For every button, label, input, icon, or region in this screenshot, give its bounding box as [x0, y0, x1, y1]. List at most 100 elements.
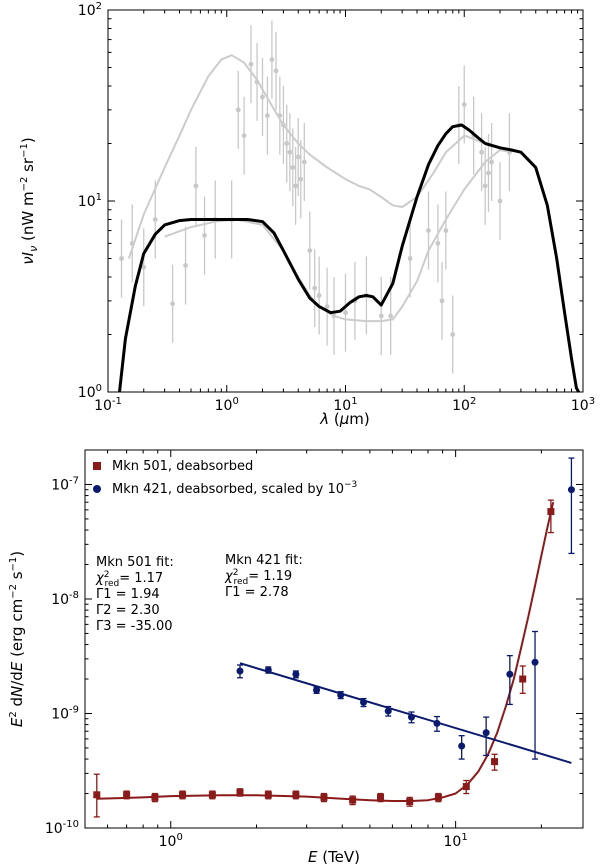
mkn421-data-point: [506, 654, 514, 706]
mkn501-fit-annotation: Mkn 501 fit: χ2 red= 1.17 Γ1 = 1.94 Γ2 = …: [95, 555, 174, 634]
bottom-y-tick-label: 10-10: [45, 819, 79, 837]
bottom-y-tick-label: 10-7: [51, 475, 79, 493]
top-data-point: [324, 267, 330, 346]
mkn501-fit-title: Mkn 501 fit:: [96, 555, 174, 570]
top-x-axis-label: λ (μm): [319, 410, 370, 428]
mkn421-fit-annotation: Mkn 421 fit: χ2 red= 1.19 Γ1 = 2.78: [224, 553, 303, 600]
mkn501-data-point: [320, 792, 328, 803]
top-model-line: [118, 123, 581, 393]
bottom-x-axis-ticks: 100 101: [107, 450, 542, 850]
top-data-point: [284, 104, 290, 183]
mkn501-data-point: [236, 788, 244, 797]
mkn421-data-point: [236, 664, 244, 679]
bottom-x-tick-label: 100: [159, 832, 183, 850]
mkn501-data-point: [491, 753, 499, 771]
mkn421-data-point: [292, 670, 300, 679]
mkn421-data-point: [433, 715, 441, 732]
top-data-point: [479, 113, 485, 192]
top-x-tick-label: 101: [333, 396, 357, 414]
legend-label-mkn501: Mkn 501, deabsorbed: [112, 459, 253, 474]
top-x-tick-label: 100: [215, 396, 239, 414]
top-data-point: [298, 140, 304, 219]
bottom-fit-line: [239, 662, 572, 764]
mkn501-fit-gamma2: Γ2 = 2.30: [96, 603, 160, 618]
top-data-point: [269, 20, 275, 99]
top-data-point: [293, 146, 298, 225]
mkn421-data-point: [458, 735, 466, 760]
mkn501-data-point: [123, 790, 131, 800]
top-x-tick-label: 103: [571, 396, 595, 414]
bottom-y-tick-label: 10-9: [51, 704, 79, 722]
bottom-y-axis-label: E2 dN/dE (erg cm−2 s−1): [8, 551, 26, 727]
top-data-point: [439, 261, 445, 340]
top-data-points: [119, 20, 512, 374]
top-data-point: [193, 146, 199, 225]
mkn501-fit-gamma3: Γ3 = -35.00: [96, 619, 173, 634]
legend-marker-mkn501: [93, 462, 101, 470]
top-data-point: [260, 58, 265, 137]
top-data-point: [235, 70, 241, 149]
mkn501-data-point: [462, 779, 470, 795]
mkn421-data-point: [337, 691, 345, 700]
mkn421-data-point: [567, 457, 575, 555]
top-data-point: [450, 295, 456, 374]
top-data-point: [316, 256, 322, 335]
mkn421-data-point: [264, 666, 272, 674]
mkn501-data-point: [406, 796, 414, 807]
mkn501-data-point: [377, 792, 385, 803]
top-data-point: [461, 65, 467, 144]
mkn421-fit-chi2: χ2 red= 1.19: [224, 568, 292, 587]
top-data-point: [343, 273, 348, 352]
bottom-x-tick-label: 101: [444, 832, 468, 850]
top-data-point: [170, 264, 176, 343]
top-data-point: [119, 219, 124, 298]
top-data-point: [183, 226, 188, 305]
mkn501-fit-chi2: χ2 red= 1.17: [95, 570, 163, 589]
top-data-point: [295, 117, 301, 196]
mkn501-data-point: [93, 773, 101, 818]
mkn501-data-point: [151, 792, 159, 803]
top-data-point: [290, 128, 296, 207]
bottom-fit-line: [96, 501, 555, 802]
bottom-panel: 100 101 10-10 10-9 10-8 10-7 Mkn 501, deabso…: [8, 449, 584, 866]
top-data-point: [407, 219, 413, 298]
top-data-point: [489, 123, 495, 201]
top-data-point: [435, 204, 441, 283]
top-y-tick-label: 102: [78, 1, 102, 19]
top-data-point: [307, 211, 313, 290]
mkn421-fit-title: Mkn 421 fit:: [225, 553, 303, 568]
top-data-point: [378, 277, 384, 355]
bottom-y-axis-ticks: 10-10 10-9 10-8 10-7: [45, 475, 583, 837]
mkn501-data-point: [349, 795, 357, 806]
top-model-lines: [118, 54, 581, 393]
top-data-point: [287, 113, 293, 192]
top-x-axis-ticks: 10-1 100 101 102 103: [94, 10, 595, 414]
mkn501-data-point: [208, 790, 216, 800]
top-data-point: [486, 134, 491, 213]
bottom-plot-frame: [84, 449, 584, 829]
bottom-fit-curves: [96, 501, 572, 802]
top-data-point: [152, 180, 158, 259]
top-x-tick-label: 102: [452, 396, 476, 414]
mkn421-data-point: [384, 705, 392, 717]
mkn501-data-point: [434, 792, 442, 803]
top-data-point: [497, 162, 503, 240]
mkn501-fit-gamma1: Γ1 = 1.94: [96, 587, 160, 602]
mkn421-fit-gamma1: Γ1 = 2.78: [225, 585, 289, 600]
top-data-point: [248, 25, 254, 104]
mkn421-data-point: [531, 630, 539, 760]
top-model-line: [127, 54, 512, 259]
top-data-point: [265, 76, 270, 155]
mkn501-data-point: [264, 790, 272, 800]
bottom-y-tick-label: 10-8: [51, 590, 79, 608]
top-y-tick-label: 101: [78, 192, 102, 210]
top-x-tick-label: 10-1: [94, 396, 122, 414]
top-data-point: [202, 196, 207, 275]
bottom-data-points: [93, 457, 575, 818]
top-y-axis-label: νIν (nW m−2 sr−1): [19, 137, 40, 264]
mkn421-data-point: [360, 697, 368, 708]
mkn421-data-point: [313, 686, 321, 694]
top-data-point: [443, 191, 449, 270]
top-data-point: [301, 123, 307, 201]
